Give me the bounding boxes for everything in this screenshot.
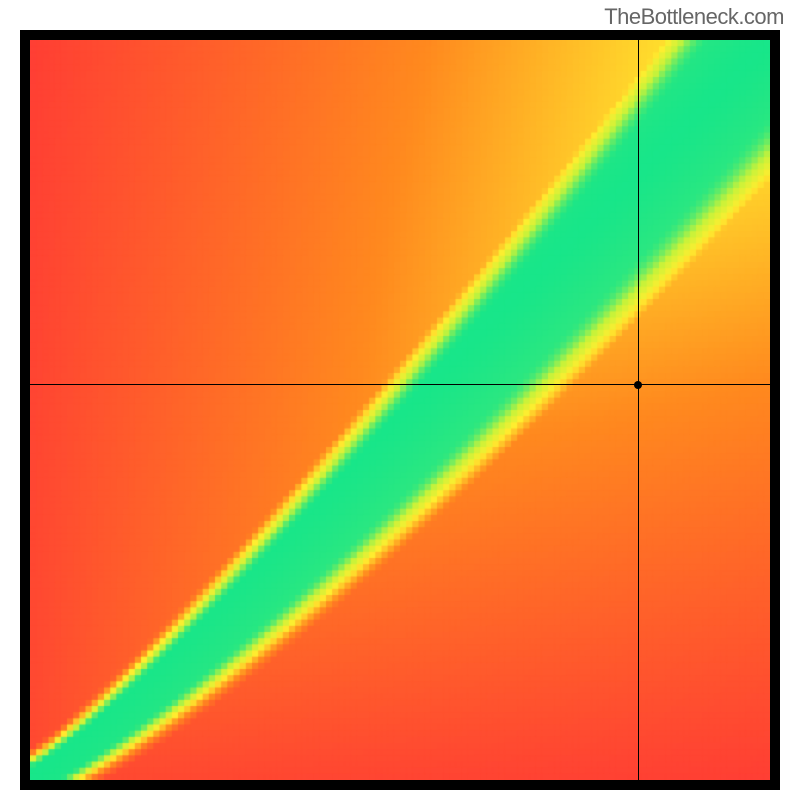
plot-frame <box>20 30 780 790</box>
crosshair-marker <box>634 381 642 389</box>
attribution-text: TheBottleneck.com <box>604 4 784 30</box>
crosshair-vertical <box>638 40 639 780</box>
heatmap-canvas <box>30 40 770 780</box>
crosshair-horizontal <box>30 384 770 385</box>
root-container: TheBottleneck.com <box>0 0 800 800</box>
